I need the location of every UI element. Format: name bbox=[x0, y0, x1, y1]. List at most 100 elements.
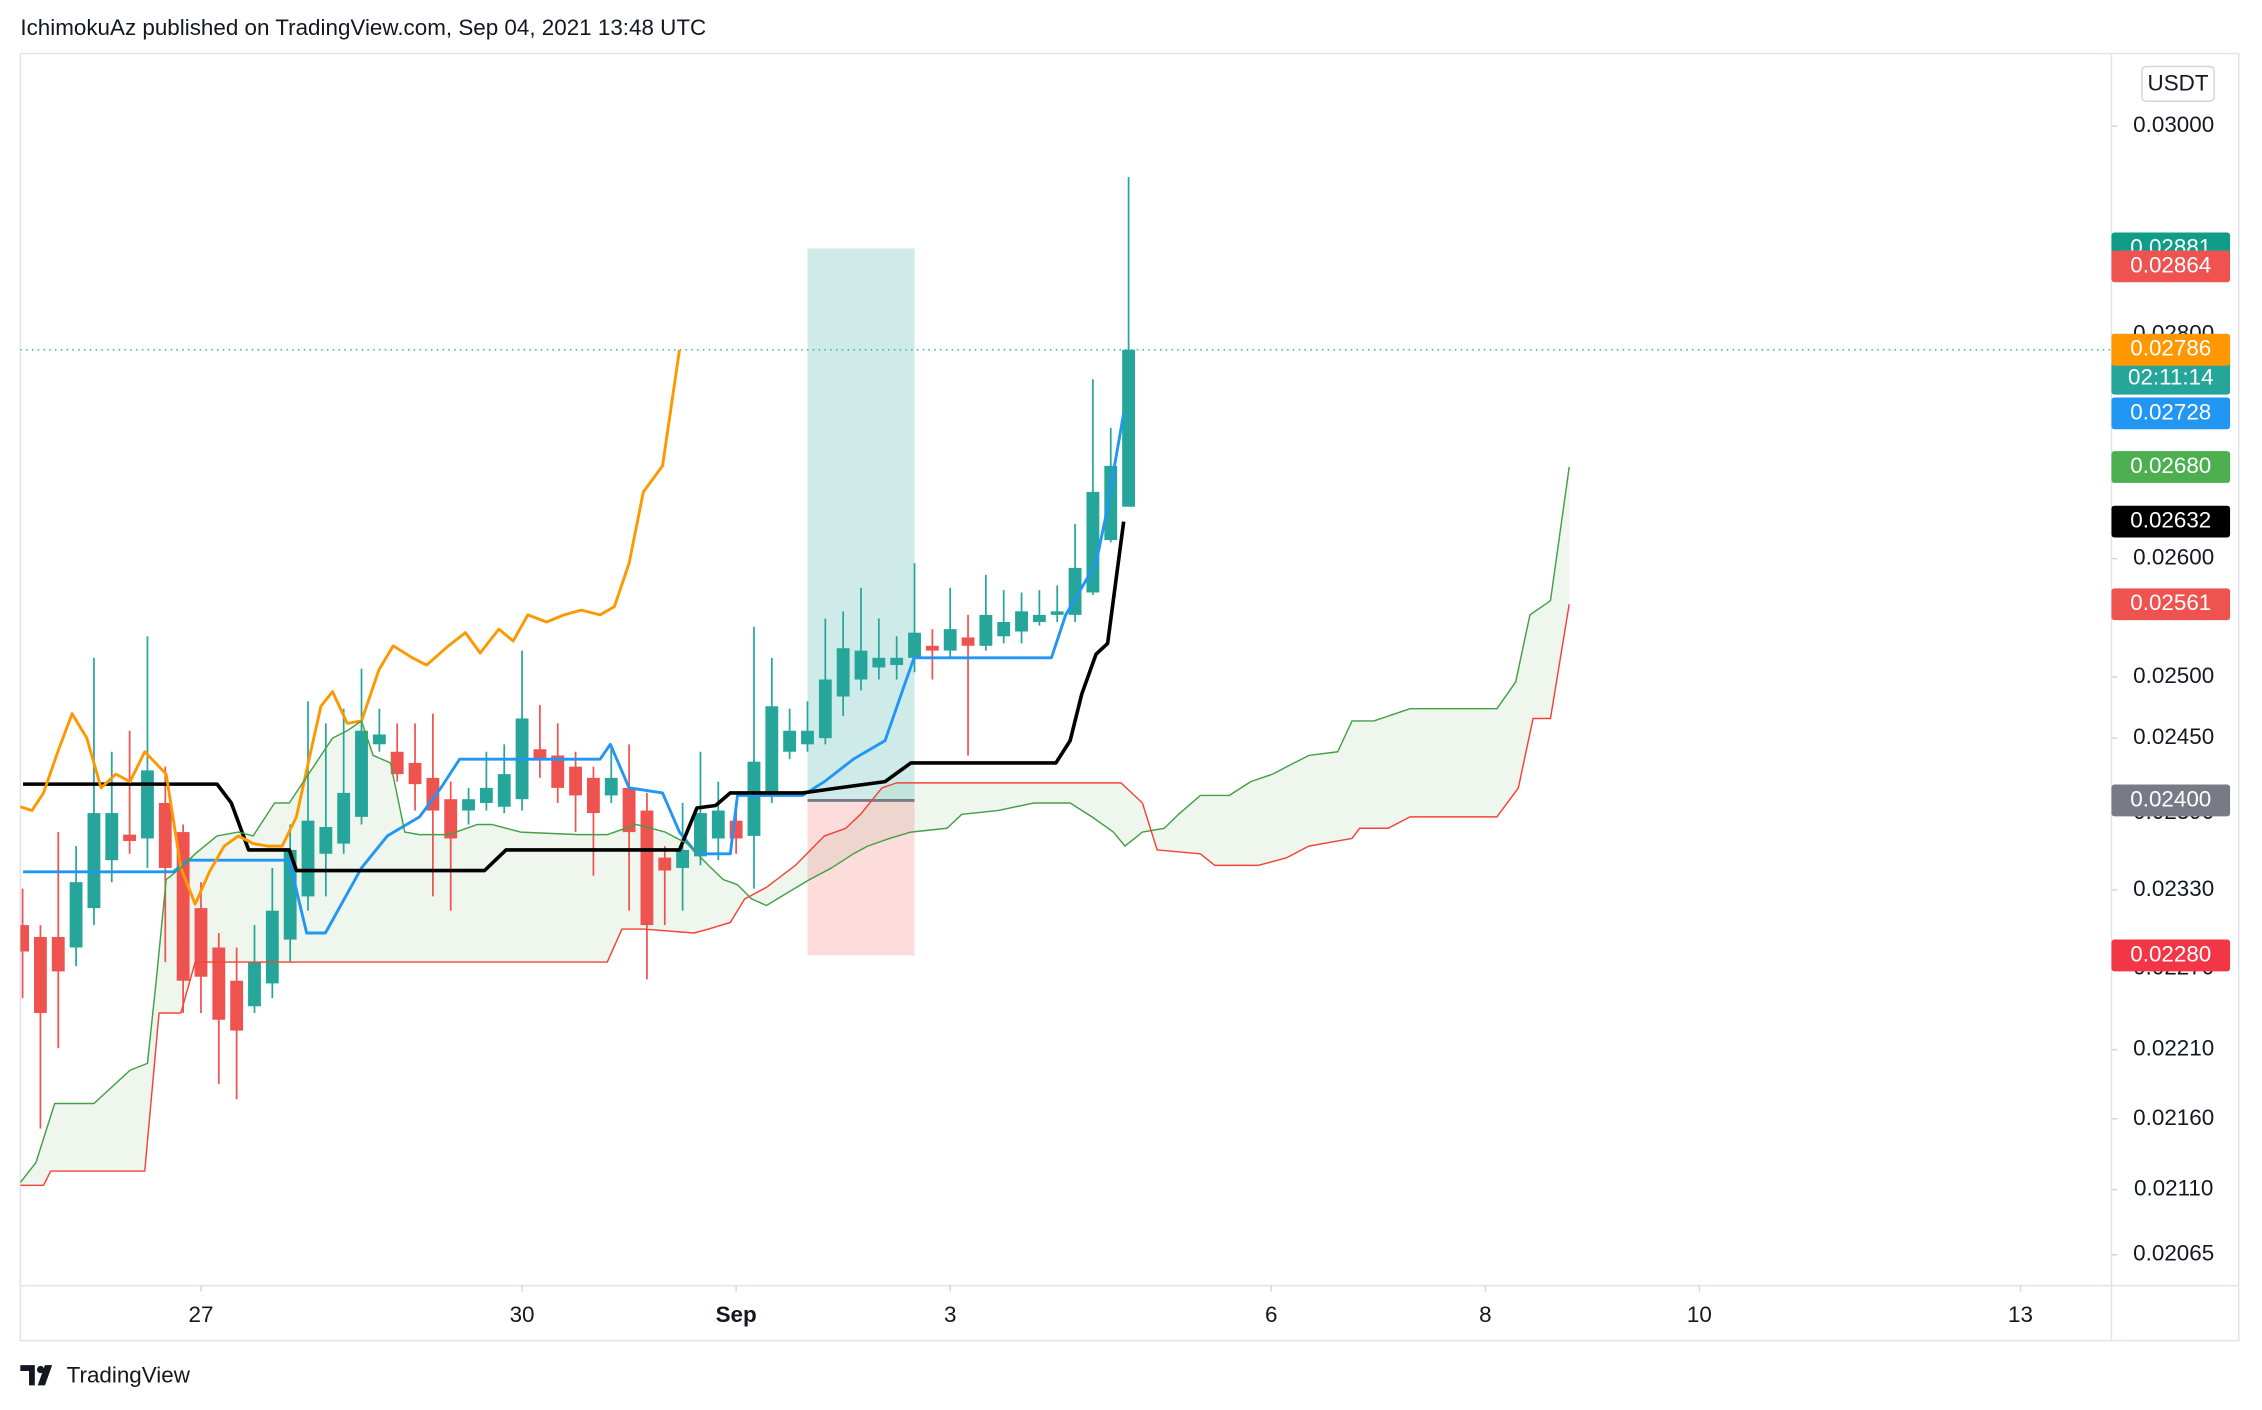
candle-body bbox=[925, 645, 939, 651]
candle-body bbox=[212, 947, 226, 1020]
candle-body bbox=[783, 730, 797, 752]
candle-body bbox=[1032, 614, 1046, 623]
price-label: 0.02280 bbox=[2130, 941, 2211, 966]
candle-body bbox=[301, 820, 315, 897]
chart-title: IchimokuAz published on TradingView.com,… bbox=[20, 15, 706, 40]
x-tick-label: 13 bbox=[2008, 1302, 2033, 1327]
candle-body bbox=[34, 936, 47, 1013]
candle-body bbox=[979, 614, 993, 646]
candle-body bbox=[87, 813, 101, 909]
currency-box bbox=[2141, 65, 2215, 102]
y-tick-label: 0.02160 bbox=[2133, 1105, 2214, 1130]
position-stop-zone bbox=[807, 800, 915, 956]
candle-body bbox=[479, 787, 493, 803]
candle-body bbox=[123, 834, 137, 842]
footer: TradingView bbox=[67, 1363, 191, 1388]
candle-body bbox=[961, 637, 975, 646]
candle-body bbox=[836, 648, 850, 697]
candle-body bbox=[497, 774, 511, 807]
logo-mark bbox=[37, 1365, 53, 1386]
y-tick-label: 0.03000 bbox=[2133, 112, 2214, 137]
candle-body bbox=[747, 761, 761, 836]
candle-body bbox=[194, 908, 208, 977]
candle-body bbox=[854, 650, 868, 680]
price-label: 0.02632 bbox=[2130, 508, 2211, 533]
price-label-badge bbox=[2111, 250, 2231, 283]
y-tick-label: 0.02110 bbox=[2134, 1176, 2213, 1201]
plot bbox=[20, 176, 2112, 1187]
candle-body bbox=[658, 857, 672, 871]
price-label-badge bbox=[2111, 784, 2231, 817]
candle-body bbox=[337, 792, 351, 844]
candle-body bbox=[248, 962, 261, 1007]
price-label-badge bbox=[2111, 333, 2231, 366]
candle-body bbox=[265, 910, 279, 984]
candle-body bbox=[372, 734, 386, 745]
price-label: 0.02728 bbox=[2130, 399, 2211, 424]
candle-body bbox=[444, 799, 458, 839]
price-label: 0.02864 bbox=[2130, 252, 2211, 277]
candle-body bbox=[908, 632, 921, 658]
candle-body bbox=[872, 657, 886, 668]
candle-body bbox=[105, 813, 119, 861]
price-label-badge bbox=[2111, 939, 2231, 972]
axis: 0.030000.028000.026000.025000.024500.023… bbox=[189, 112, 2231, 1327]
frame bbox=[19, 52, 2240, 1342]
candle-body bbox=[1050, 611, 1064, 615]
candle-body bbox=[640, 810, 654, 926]
currency: USDT bbox=[2148, 71, 2209, 96]
candle-body bbox=[694, 813, 707, 857]
candle-body bbox=[676, 849, 690, 868]
x-tick-label: 3 bbox=[944, 1302, 956, 1327]
price-label-badge bbox=[2111, 397, 2231, 430]
candle-body bbox=[943, 629, 957, 651]
y-tick-label: 0.02065 bbox=[2133, 1241, 2214, 1266]
ichimoku-cloud bbox=[20, 467, 1570, 1186]
y-tick-label: 0.02500 bbox=[2133, 663, 2214, 688]
price-label: 0.02400 bbox=[2130, 786, 2211, 811]
candle-body bbox=[319, 827, 333, 854]
candle-body bbox=[141, 770, 154, 839]
candle-body bbox=[51, 936, 65, 972]
candle-body bbox=[818, 679, 832, 739]
candle-body bbox=[711, 810, 725, 839]
y-tick-label: 0.02210 bbox=[2133, 1036, 2214, 1061]
candle-body bbox=[69, 882, 83, 948]
candle-body bbox=[765, 706, 779, 796]
candle-body bbox=[20, 925, 30, 952]
logo-dot bbox=[36, 1365, 45, 1374]
indicator-line bbox=[20, 349, 681, 906]
candle-body bbox=[230, 980, 244, 1031]
candle-body bbox=[604, 777, 618, 796]
x-tick-label: 6 bbox=[1265, 1302, 1277, 1327]
indicator-line bbox=[23, 413, 1126, 935]
x-tick-label: 30 bbox=[510, 1302, 535, 1327]
candle-body bbox=[390, 751, 404, 775]
indicator-line bbox=[23, 521, 1126, 873]
candle-body bbox=[1015, 611, 1028, 632]
indicator-line bbox=[20, 604, 1570, 1187]
price-label: 0.02680 bbox=[2130, 453, 2211, 478]
price-label: 0.02786 bbox=[2130, 336, 2211, 361]
price-label: 0.02561 bbox=[2130, 590, 2211, 615]
price-label-badge bbox=[2111, 588, 2231, 621]
x-tick-label: 8 bbox=[1479, 1302, 1491, 1327]
candle-body bbox=[158, 802, 172, 868]
y-tick-label: 0.02330 bbox=[2133, 876, 2214, 901]
candle-body bbox=[622, 787, 636, 833]
logo bbox=[20, 1365, 53, 1386]
candle-body bbox=[997, 622, 1011, 637]
candle-body bbox=[355, 730, 368, 817]
price-label-badge bbox=[2111, 505, 2231, 538]
x-tick-label: 10 bbox=[1687, 1302, 1712, 1327]
price-label-badge bbox=[2111, 451, 2231, 483]
candle-body bbox=[533, 749, 547, 760]
logo-mark bbox=[20, 1365, 35, 1386]
candle-body bbox=[801, 730, 814, 745]
y-tick-label: 0.02450 bbox=[2133, 724, 2214, 749]
indicator-line bbox=[20, 466, 1570, 1183]
candle-body bbox=[569, 766, 583, 796]
